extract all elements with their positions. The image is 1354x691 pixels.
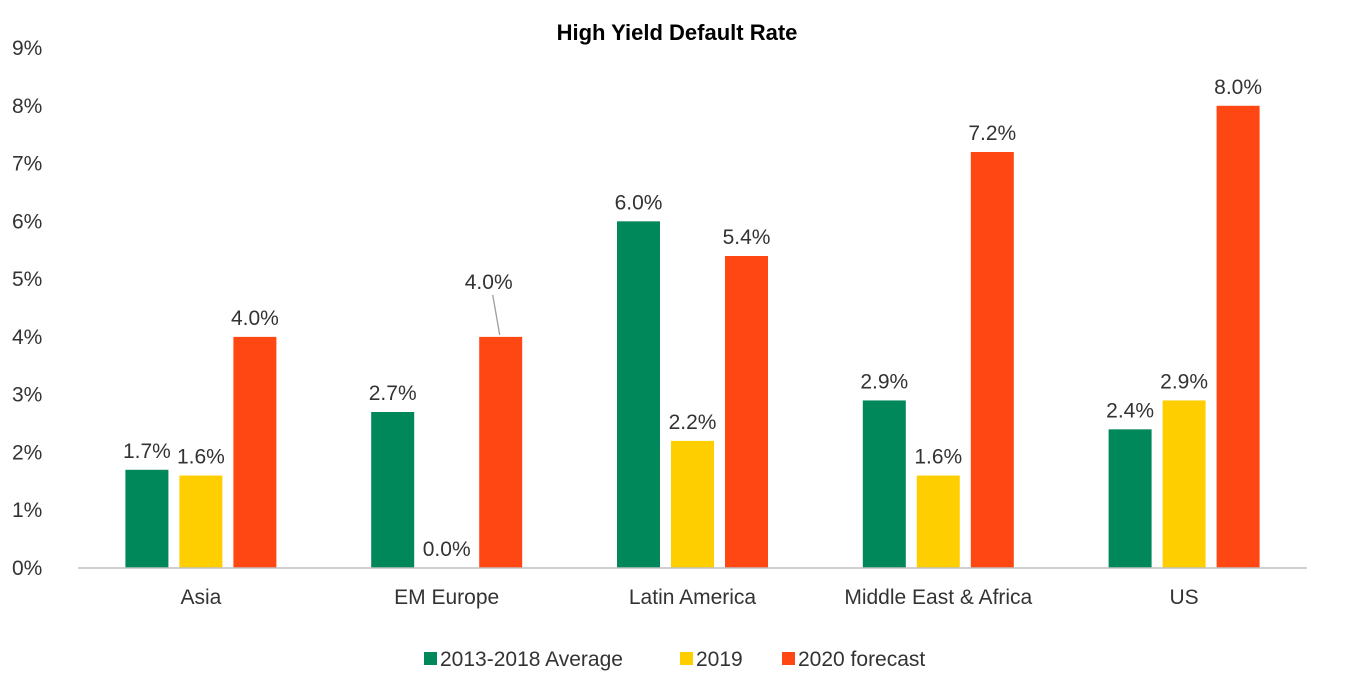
y-tick-label: 0% <box>12 557 42 580</box>
bar-2013-2018-average-latin-america <box>617 221 660 569</box>
y-tick-label: 6% <box>12 210 42 233</box>
x-tick-label: Latin America <box>629 586 757 609</box>
data-label: 2.4% <box>1106 399 1154 422</box>
data-labels-group: 1.7% 1.6% 4.0% 2.7% 0.0% 4.0% 6.0% 2.2% 5.4% 2.9%… <box>123 76 1262 561</box>
data-label: 5.4% <box>723 226 771 249</box>
y-axis: 0% 1% 2% 3% 4% 5% 6% 7% 8% 9% <box>12 37 42 580</box>
bar-2020-forecast-asia <box>233 336 277 568</box>
x-tick-label: US <box>1170 586 1199 609</box>
data-label: 1.6% <box>914 446 962 469</box>
leader-line <box>492 294 501 336</box>
bar-2020-forecast-middle-east-africa <box>970 152 1014 568</box>
y-tick-label: 5% <box>12 268 42 291</box>
data-label: 7.2% <box>968 122 1016 145</box>
data-label: 4.0% <box>465 271 513 294</box>
data-label: 2.2% <box>669 411 717 434</box>
legend-label-2013-2018-average: 2013-2018 Average <box>440 648 623 671</box>
data-label: 4.0% <box>231 307 279 330</box>
y-tick-label: 9% <box>12 37 42 60</box>
bar-2013-2018-average-us <box>1108 429 1152 568</box>
y-tick-label: 2% <box>12 441 42 464</box>
legend: 2013-2018 Average 2019 2020 forecast <box>424 648 925 671</box>
y-tick-label: 3% <box>12 384 42 407</box>
chart-title: High Yield Default Rate <box>557 20 798 45</box>
legend-swatch-2020-forecast <box>782 652 795 665</box>
legend-label-2020-forecast: 2020 forecast <box>798 648 925 671</box>
data-label: 2.7% <box>369 382 417 405</box>
data-label: 1.6% <box>177 446 225 469</box>
data-label: 8.0% <box>1214 76 1262 99</box>
bar-2019-asia <box>179 475 223 568</box>
bar-2020-forecast-latin-america <box>725 256 768 568</box>
x-tick-label: Middle East & Africa <box>844 586 1032 609</box>
bar-2019-middle-east-africa <box>916 475 960 568</box>
x-axis: Asia EM Europe Latin America Middle East & … <box>180 586 1198 609</box>
bar-2020-forecast-us <box>1216 105 1260 569</box>
data-label: 2.9% <box>860 370 908 393</box>
bar-2013-2018-average-em-europe <box>371 412 415 568</box>
y-tick-label: 8% <box>12 95 42 118</box>
bar-2013-2018-average-asia <box>125 469 169 568</box>
legend-label-2019: 2019 <box>696 648 743 671</box>
bars-group <box>125 105 1260 569</box>
data-label: 0.0% <box>423 538 471 561</box>
data-label: 2.9% <box>1160 370 1208 393</box>
legend-swatch-2013-2018-average <box>424 652 437 665</box>
bar-2019-us <box>1162 400 1206 568</box>
x-tick-label: Asia <box>180 586 221 609</box>
y-tick-label: 7% <box>12 153 42 176</box>
y-tick-label: 4% <box>12 326 42 349</box>
x-tick-label: EM Europe <box>394 586 499 609</box>
bar-2020-forecast-em-europe <box>479 336 523 568</box>
y-tick-label: 1% <box>12 499 42 522</box>
bar-2019-latin-america <box>671 440 714 568</box>
bar-2013-2018-average-middle-east-africa <box>862 400 906 568</box>
legend-swatch-2019 <box>680 652 693 665</box>
data-label: 6.0% <box>615 191 663 214</box>
data-label: 1.7% <box>123 440 171 463</box>
